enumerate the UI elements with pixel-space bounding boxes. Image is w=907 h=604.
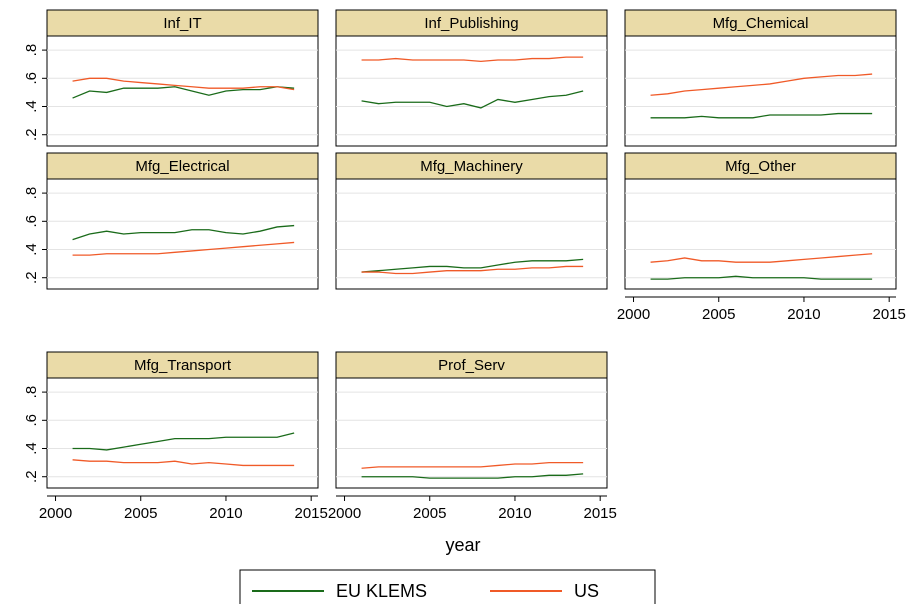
x-axis-label: year <box>445 535 480 555</box>
legend-label: US <box>574 581 599 601</box>
series-line: EU KLEMS <box>361 258 584 273</box>
y-tick-label: .4 <box>23 100 40 113</box>
series-line: EU KLEMS <box>72 432 295 451</box>
plot-area <box>335 35 608 147</box>
series-line: US <box>72 459 295 467</box>
y-tick-label: .2 <box>23 470 40 483</box>
y-tick-label: .6 <box>23 414 40 427</box>
y-tick-label: .8 <box>23 44 40 57</box>
x-tick-label: 2015 <box>583 505 616 522</box>
series-line: EU KLEMS <box>361 473 584 479</box>
panel-title: Mfg_Chemical <box>713 15 809 32</box>
series-line: US <box>361 56 584 63</box>
legend-label: EU KLEMS <box>336 581 427 601</box>
x-tick-label: 2005 <box>413 505 446 522</box>
x-tick-label: 2010 <box>209 505 242 522</box>
series-line: EU KLEMS <box>72 86 295 99</box>
y-tick-label: .6 <box>23 72 40 85</box>
y-tick-label: .8 <box>23 187 40 200</box>
y-tick-label: .8 <box>23 386 40 399</box>
x-tick-label: 2005 <box>124 505 157 522</box>
panel-header <box>335 351 608 379</box>
panel-header <box>46 152 319 180</box>
panel-title: Mfg_Transport <box>134 357 232 374</box>
series-line: US <box>650 253 873 263</box>
x-tick-label: 2000 <box>617 306 650 323</box>
plot-area <box>624 178 897 290</box>
x-tick-label: 2005 <box>702 306 735 323</box>
panel-title: Prof_Serv <box>438 357 505 374</box>
x-tick-label: 2000 <box>39 505 72 522</box>
panel-title: Mfg_Other <box>725 158 796 175</box>
series-line: US <box>361 461 584 469</box>
panel-header <box>46 9 319 37</box>
plot-area <box>46 35 319 147</box>
series-line: EU KLEMS <box>361 90 584 109</box>
y-tick-label: .4 <box>23 442 40 455</box>
series-line: US <box>72 241 295 256</box>
x-tick-label: 2000 <box>328 505 361 522</box>
y-tick-label: .6 <box>23 215 40 228</box>
panel-header <box>46 351 319 379</box>
panel-header <box>335 9 608 37</box>
series-line: US <box>361 265 584 275</box>
series-line: US <box>650 73 873 96</box>
series-line: EU KLEMS <box>650 275 873 280</box>
y-tick-label: .2 <box>23 271 40 284</box>
x-tick-label: 2015 <box>872 306 905 323</box>
series-line: EU KLEMS <box>650 112 873 119</box>
panel-title: Inf_Publishing <box>424 15 518 32</box>
panel-title: Mfg_Machinery <box>420 158 523 175</box>
series-line: US <box>72 77 295 91</box>
legend-box <box>239 569 656 604</box>
series-line: EU KLEMS <box>72 224 295 241</box>
panel-title: Inf_IT <box>163 15 201 32</box>
plot-area <box>624 35 897 147</box>
x-tick-label: 2010 <box>787 306 820 323</box>
panel-title: Mfg_Electrical <box>135 158 229 175</box>
y-tick-label: .2 <box>23 128 40 141</box>
plot-area <box>335 377 608 489</box>
panel-header <box>335 152 608 180</box>
y-tick-label: .4 <box>23 243 40 256</box>
plot-area <box>46 377 319 489</box>
x-tick-label: 2010 <box>498 505 531 522</box>
x-tick-label: 2015 <box>294 505 327 522</box>
